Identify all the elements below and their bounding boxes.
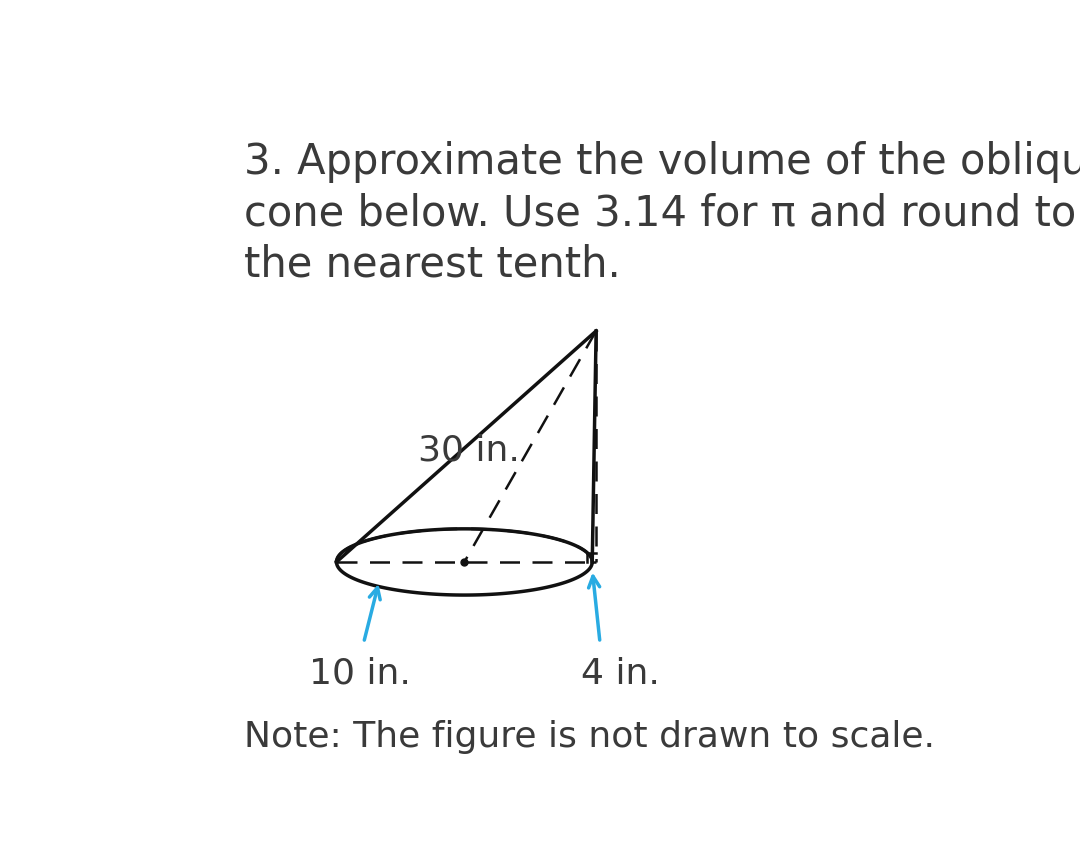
Text: 3. Approximate the volume of the oblique: 3. Approximate the volume of the oblique [243, 141, 1080, 183]
Text: 4 in.: 4 in. [581, 657, 660, 690]
Text: cone below. Use 3.14 for π and round to: cone below. Use 3.14 for π and round to [243, 192, 1076, 234]
Text: the nearest tenth.: the nearest tenth. [243, 244, 620, 286]
Text: 10 in.: 10 in. [309, 657, 411, 690]
Text: Note: The figure is not drawn to scale.: Note: The figure is not drawn to scale. [243, 720, 934, 753]
Text: 30 in.: 30 in. [418, 433, 519, 467]
